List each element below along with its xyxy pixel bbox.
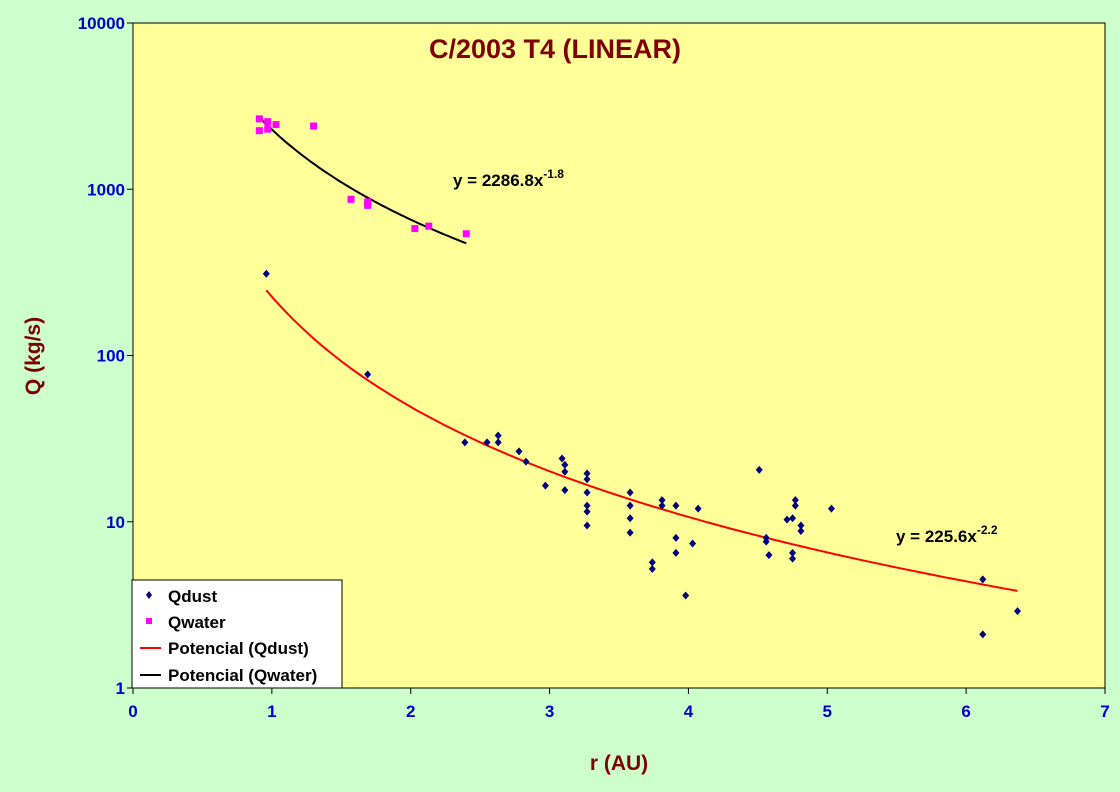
y-tick-label: 100 [97, 347, 125, 366]
qdust-point [483, 438, 491, 447]
qdust-point [797, 526, 805, 535]
qdust-point [765, 551, 773, 560]
qwater-point [264, 125, 272, 133]
qwater-point [462, 230, 470, 238]
qdust-point [626, 501, 634, 510]
qdust-point [827, 504, 835, 513]
qdust-point [658, 496, 666, 505]
qdust-point [672, 501, 680, 510]
x-tick-label: 5 [823, 702, 832, 721]
water-fit-equation: y = 2286.8x-1.8 [453, 167, 564, 190]
qwater-point [255, 127, 263, 135]
qdust-point [522, 457, 530, 466]
qdust-point [626, 514, 634, 523]
qdust-point [364, 370, 372, 379]
qdust-point [791, 496, 799, 505]
qdust-point [791, 501, 799, 510]
qdust-point [789, 548, 797, 557]
qdust-point [558, 454, 566, 463]
qdust-point [262, 269, 270, 278]
qdust-point [755, 465, 763, 474]
y-tick-label: 10000 [78, 14, 125, 33]
qdust-point [762, 537, 770, 546]
y-axis-ticks: 1 10 100 1000 10000 [78, 14, 133, 698]
qdust-point [626, 488, 634, 497]
qdust-point [515, 447, 523, 456]
x-tick-label: 2 [406, 702, 415, 721]
legend-qwater-label: Qwater [168, 613, 226, 632]
legend: Qdust Qwater Potencial (Qdust) Potencial… [131, 579, 343, 689]
qdust-point [494, 438, 502, 447]
qdust-point [461, 438, 469, 447]
qdust-point [689, 539, 697, 548]
qdust-point [797, 521, 805, 530]
legend-box [131, 579, 343, 689]
qdust-point [583, 469, 591, 478]
water-fit-equation-base: y = 2286.8x [453, 171, 544, 190]
water-fit-equation-exponent: -1.8 [543, 167, 564, 181]
qdust-point [694, 504, 702, 513]
x-axis-title: r (AU) [590, 752, 648, 775]
y-tick-label: 1000 [87, 180, 125, 199]
qdust-point [561, 486, 569, 495]
qwater-point [255, 115, 263, 123]
qdust-point [648, 564, 656, 573]
qdust-point [583, 501, 591, 510]
legend-water-fit-label: Potencial (Qwater) [168, 666, 317, 685]
dust-fit-line [265, 289, 1018, 592]
qdust-point [561, 467, 569, 476]
qdust-point [626, 528, 634, 537]
x-axis-ticks: 0 1 2 3 4 5 6 7 [128, 688, 1110, 721]
qdust-point [583, 507, 591, 516]
legend-qwater-marker [146, 618, 152, 624]
qdust-point [541, 481, 549, 490]
dust-fit-equation: y = 225.6x-2.2 [896, 523, 998, 546]
qwater-point [411, 225, 419, 233]
x-tick-label: 3 [545, 702, 554, 721]
qdust-point [494, 431, 502, 440]
qdust-point [783, 515, 791, 524]
qdust-point [583, 521, 591, 530]
qdust-point [658, 501, 666, 510]
qwater-point [264, 118, 272, 126]
qdust-point [583, 488, 591, 497]
qwater-point [364, 198, 372, 206]
x-tick-label: 0 [128, 702, 137, 721]
qwater-point [425, 222, 433, 230]
qdust-point [672, 533, 680, 542]
y-axis-title: Q (kg/s) [22, 317, 45, 395]
data-markers [255, 115, 1022, 639]
dust-fit-equation-base: y = 225.6x [896, 527, 977, 546]
qdust-point [979, 575, 987, 584]
x-tick-label: 4 [684, 702, 694, 721]
chart-title: C/2003 T4 (LINEAR) [429, 34, 681, 64]
qdust-point [1014, 607, 1022, 616]
legend-dust-fit-label: Potencial (Qdust) [168, 639, 309, 658]
qwater-point [310, 122, 318, 130]
x-tick-label: 6 [961, 702, 970, 721]
qwater-point [272, 121, 280, 129]
qdust-point [682, 591, 690, 600]
qwater-point [364, 201, 372, 209]
qdust-point [789, 554, 797, 563]
legend-qdust-label: Qdust [168, 587, 217, 606]
qdust-point [789, 514, 797, 523]
legend-qdust-marker [146, 591, 152, 599]
x-tick-label: 1 [267, 702, 276, 721]
qdust-point [648, 558, 656, 567]
dust-fit-equation-exponent: -2.2 [977, 523, 998, 537]
qdust-point [672, 548, 680, 557]
qwater-point [347, 195, 355, 203]
y-tick-label: 1 [116, 679, 125, 698]
y-tick-label: 10 [106, 513, 125, 532]
qdust-point [561, 460, 569, 469]
qdust-point [583, 475, 591, 484]
qdust-point [979, 630, 987, 639]
x-tick-label: 7 [1100, 702, 1109, 721]
